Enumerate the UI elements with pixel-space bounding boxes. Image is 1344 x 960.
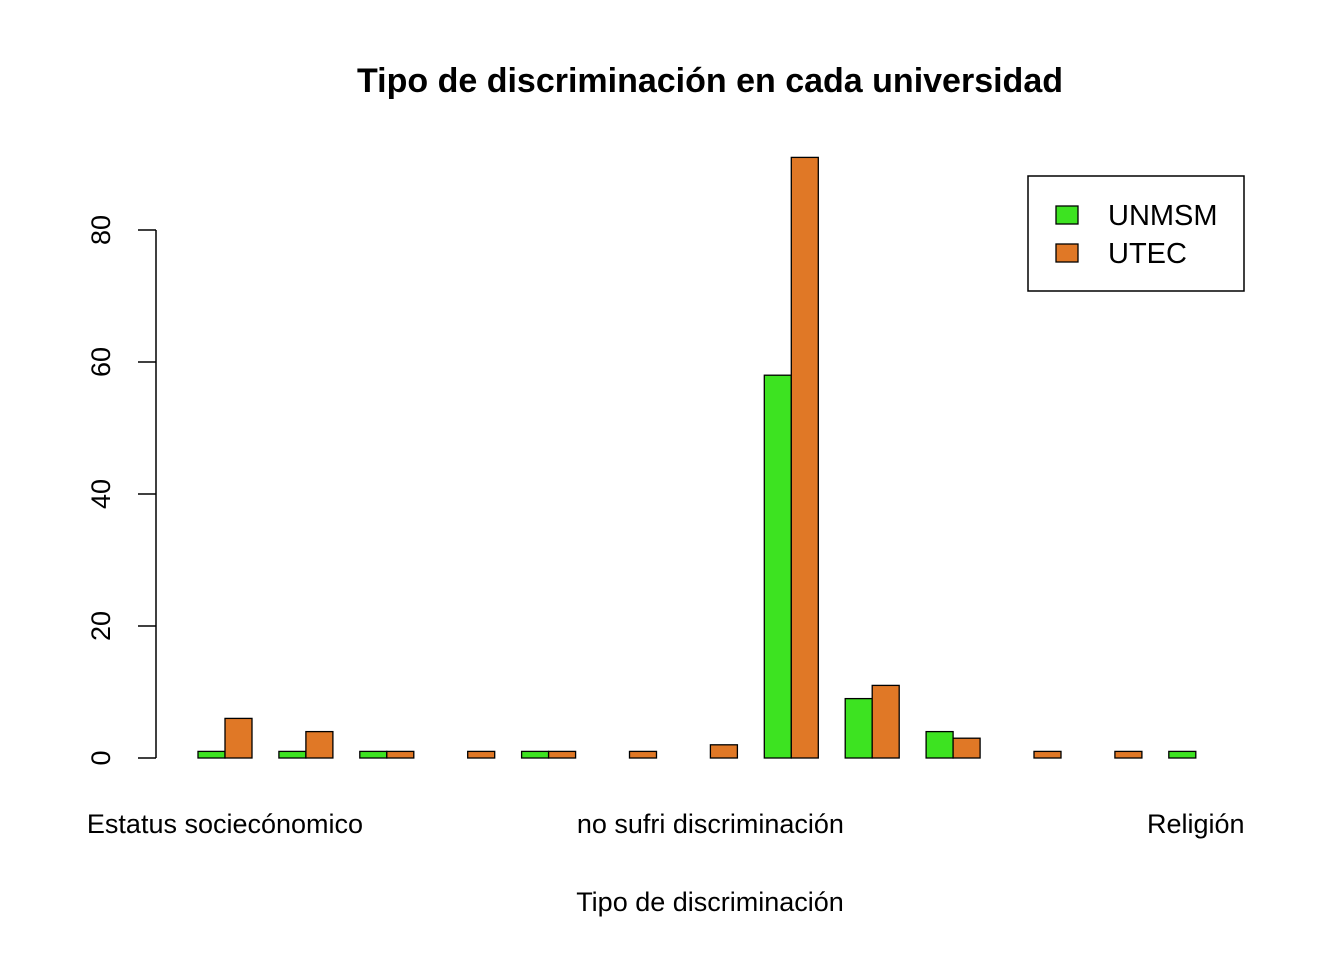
legend-label-unmsm: UNMSM	[1108, 200, 1218, 232]
bar-unmsm	[763, 374, 792, 759]
y-tick-label: 80	[86, 215, 116, 245]
y-axis: 0 20 40 60 80	[86, 215, 157, 766]
bar-utec	[547, 750, 577, 759]
legend-label-utec: UTEC	[1108, 238, 1187, 270]
bar-utec	[224, 717, 253, 759]
bar-utec	[952, 737, 981, 759]
legend-swatch-utec	[1055, 243, 1079, 263]
legend-swatch-unmsm	[1055, 205, 1079, 225]
x-tick-label: no sufri discriminación	[577, 809, 844, 839]
bar-unmsm	[197, 750, 226, 759]
x-tick-label: Religión	[1147, 809, 1245, 839]
bar-unmsm	[844, 697, 873, 759]
bar-utec	[790, 156, 819, 759]
bar-utec	[709, 744, 739, 759]
x-tick-label: Estatus sociecónomico	[87, 809, 363, 839]
bar-utec	[386, 750, 415, 759]
legend-box	[1027, 175, 1245, 292]
bar-unmsm	[278, 750, 307, 759]
legend: UNMSM UTEC	[1027, 175, 1245, 292]
bar-utec	[628, 750, 658, 759]
y-tick-label: 40	[86, 479, 116, 509]
y-tick-label: 0	[86, 750, 116, 765]
bars	[197, 156, 1197, 759]
bar-utec	[1114, 750, 1143, 759]
bar-unmsm	[1168, 750, 1197, 759]
y-tick-label: 20	[86, 611, 116, 641]
y-tick-label: 60	[86, 347, 116, 377]
x-tick-labels: Estatus sociecónomico no sufri discrimina…	[87, 809, 1245, 839]
bar-unmsm	[925, 730, 954, 759]
bar-utec	[467, 750, 496, 759]
bar-utec	[1033, 750, 1062, 759]
x-axis-label: Tipo de discriminación	[576, 887, 844, 917]
bar-unmsm	[359, 750, 388, 759]
bar-utec	[871, 684, 900, 759]
bar-utec	[305, 730, 334, 759]
bar-unmsm	[520, 750, 550, 759]
chart-title: Tipo de discriminación en cada universid…	[357, 62, 1063, 100]
